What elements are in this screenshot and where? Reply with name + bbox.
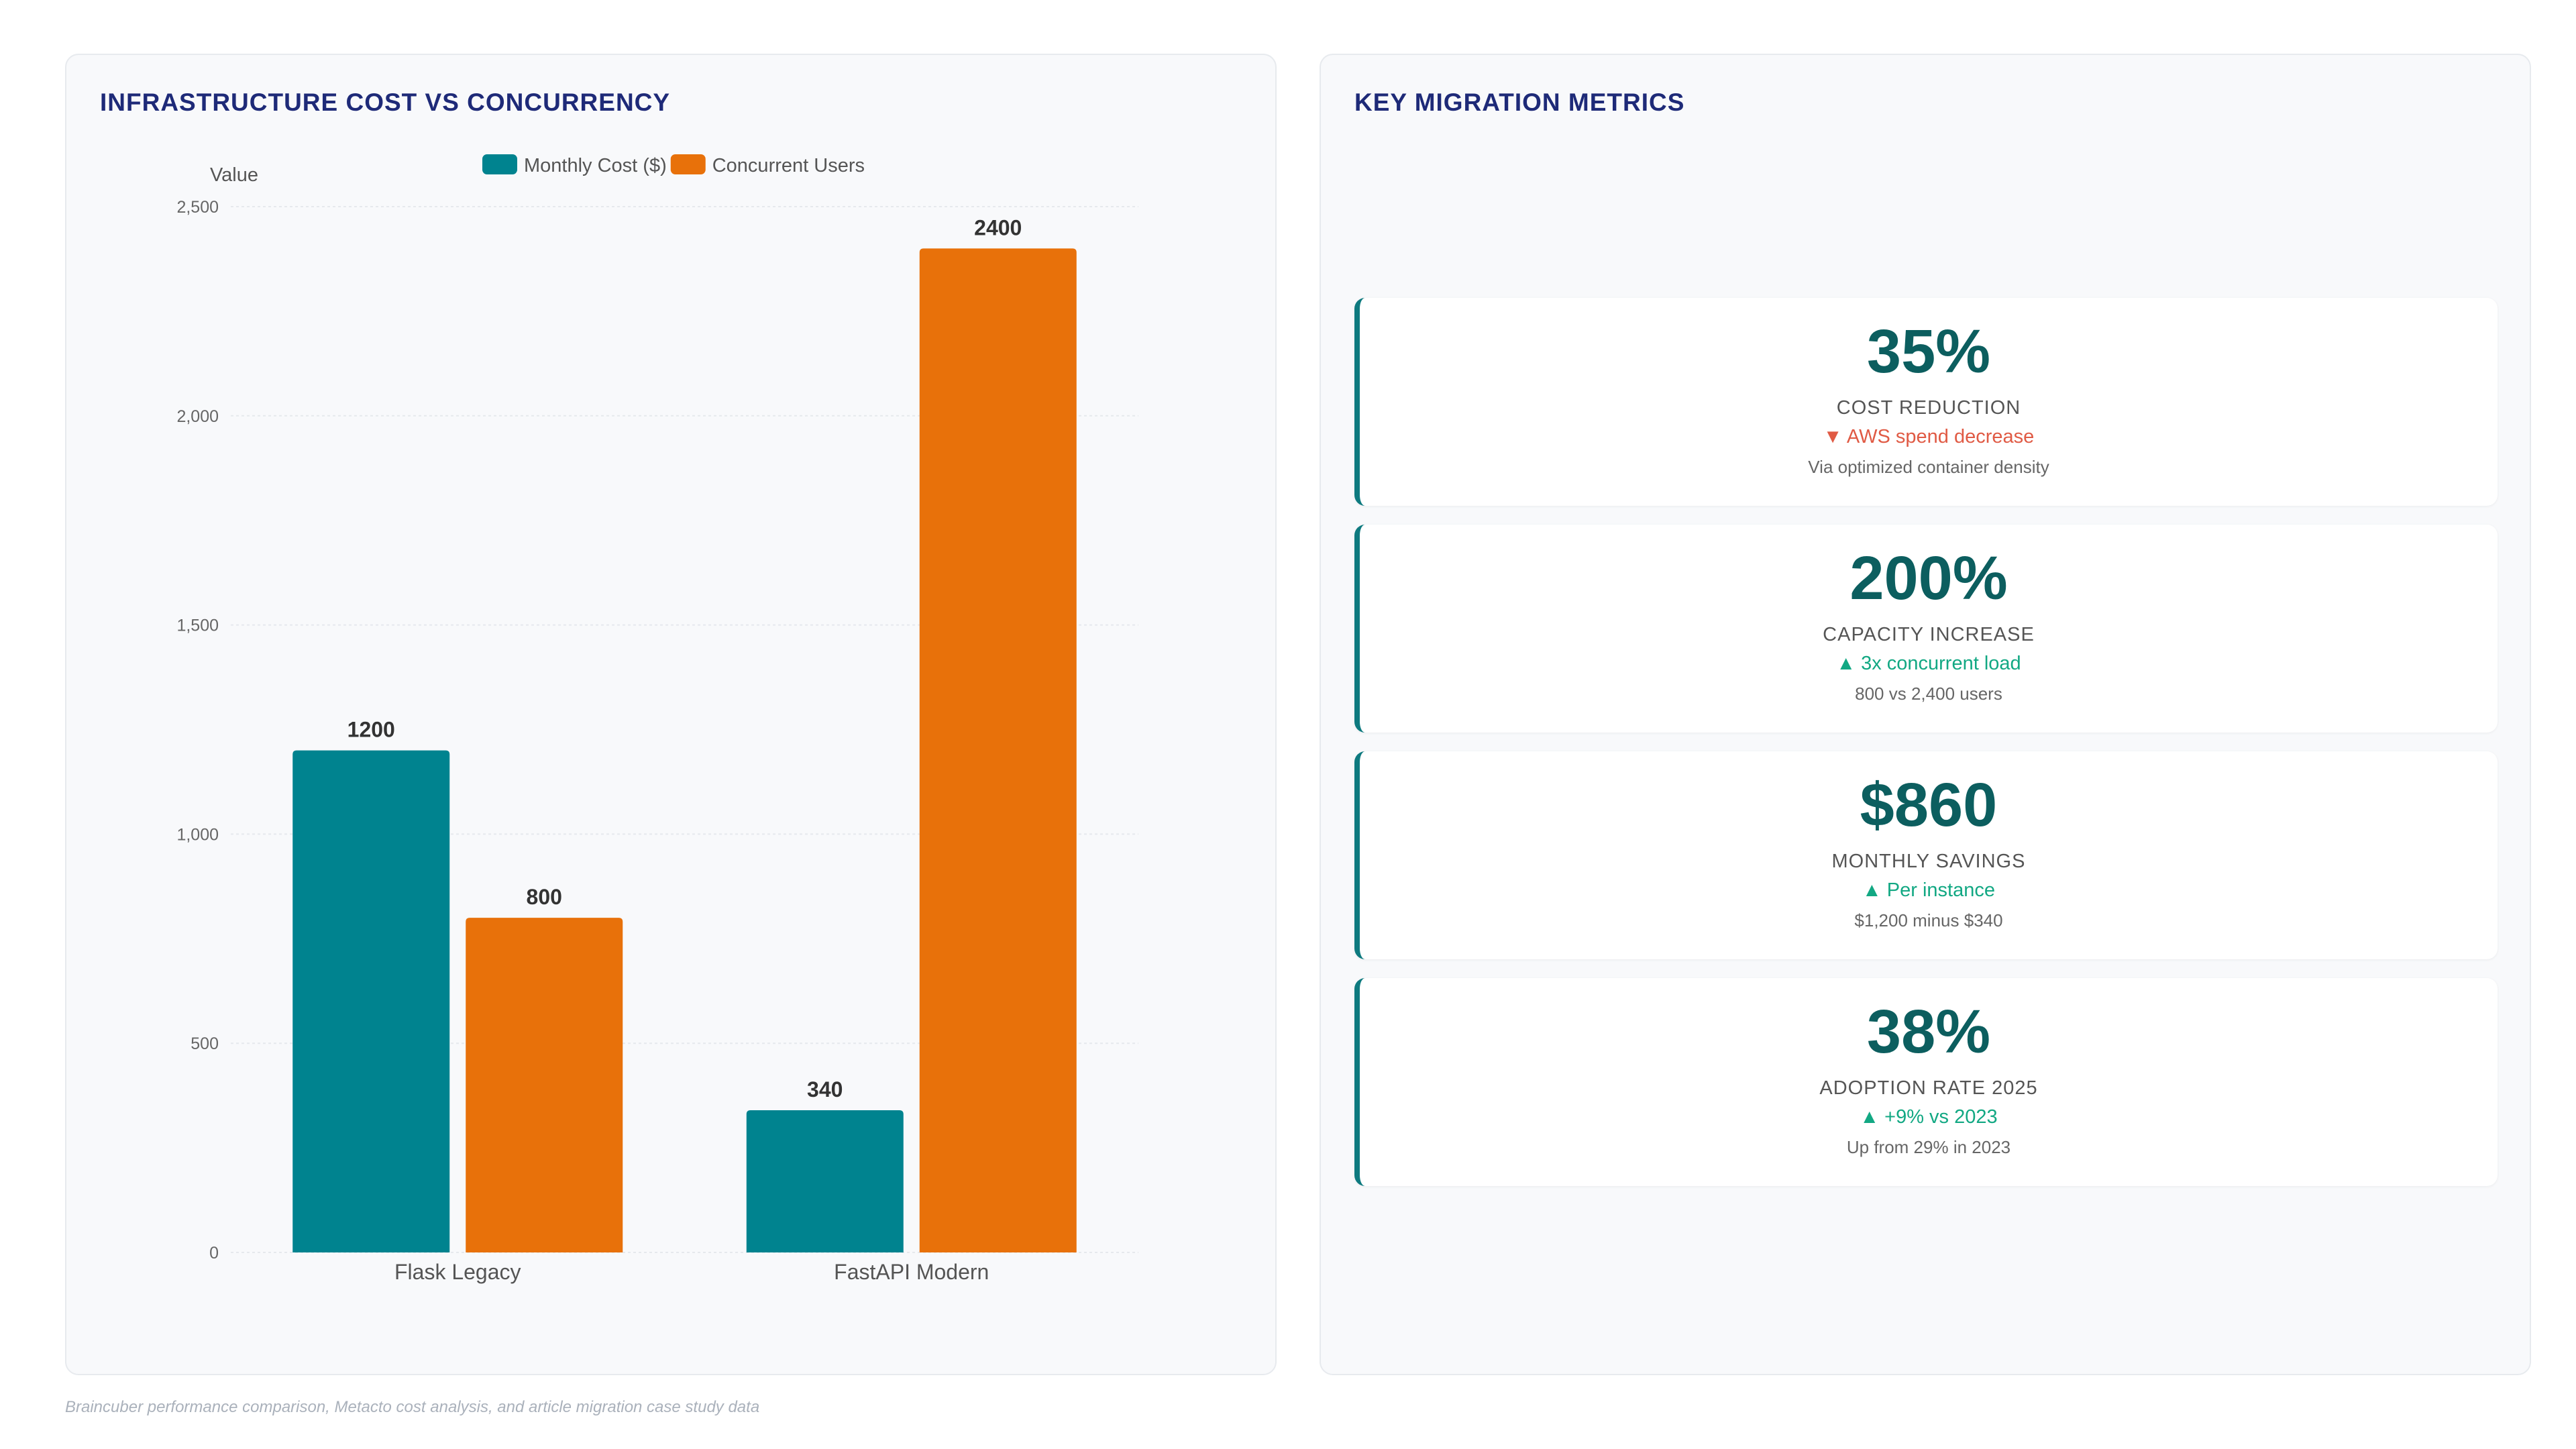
metric-label: COST REDUCTION: [1836, 397, 2021, 419]
legend-swatch: [482, 154, 517, 174]
metric-note: Up from 29% in 2023: [1846, 1137, 2011, 1157]
y-tick-label: 2,000: [176, 407, 219, 426]
metric-note: 800 vs 2,400 users: [1855, 684, 2002, 704]
bar-chart: 0 500 1,000 1,500 2,000 2,500 Value Monthly Cos…: [176, 154, 1138, 1284]
legend-swatch: [670, 154, 706, 174]
bar: [292, 750, 450, 1252]
metric-value: $860: [1860, 771, 1998, 839]
metric-value: 38%: [1866, 998, 1991, 1066]
x-category-label: FastAPI Modern: [834, 1260, 989, 1284]
data-label: 1200: [347, 718, 395, 742]
metric-label: CAPACITY INCREASE: [1823, 624, 2035, 645]
metrics-panel-title: KEY MIGRATION METRICS: [1354, 89, 1685, 116]
metrics-panel: KEY MIGRATION METRICS 35% COST REDUCTION…: [1320, 54, 2531, 1375]
chart-panel: INFRASTRUCTURE COST VS CONCURRENCY 0 500 1…: [65, 54, 1277, 1375]
bar: [466, 918, 623, 1252]
y-tick-label: 2,500: [176, 198, 219, 217]
metric-trend: ▲ 3x concurrent load: [1836, 653, 2021, 674]
metric-trend: ▼ AWS spend decrease: [1823, 426, 2035, 447]
metric-trend: ▲ Per instance: [1862, 879, 1995, 901]
source-note: Braincuber performance comparison, Metac…: [65, 1398, 760, 1416]
metric-label: MONTHLY SAVINGS: [1831, 851, 2026, 872]
y-tick-label: 1,500: [176, 616, 219, 635]
data-label: 800: [527, 885, 562, 909]
metric-card-cost-reduction: 35% COST REDUCTION ▼ AWS spend decrease …: [1354, 298, 2498, 506]
y-tick-label: 0: [209, 1244, 219, 1263]
data-label: 340: [807, 1077, 843, 1102]
legend-label: Monthly Cost ($): [524, 155, 667, 176]
metric-card-monthly-savings: $860 MONTHLY SAVINGS ▲ Per instance $1,2…: [1354, 751, 2498, 959]
x-category-label: Flask Legacy: [394, 1260, 521, 1284]
bar: [746, 1110, 904, 1252]
metric-note: $1,200 minus $340: [1854, 910, 2003, 930]
chart-panel-title: INFRASTRUCTURE COST VS CONCURRENCY: [100, 89, 671, 116]
metric-note: Via optimized container density: [1808, 457, 2049, 477]
y-tick-label: 1,000: [176, 825, 219, 844]
legend-label: Concurrent Users: [712, 155, 865, 176]
metric-value: 35%: [1866, 317, 1991, 386]
metric-value: 200%: [1849, 544, 2008, 612]
y-axis-title: Value: [210, 164, 258, 186]
y-tick-label: 500: [191, 1034, 219, 1053]
metric-card-capacity-increase: 200% CAPACITY INCREASE ▲ 3x concurrent l…: [1354, 525, 2498, 733]
metric-card-adoption-rate: 38% ADOPTION RATE 2025 ▲ +9% vs 2023 Up …: [1354, 978, 2498, 1186]
data-label: 2400: [974, 215, 1022, 239]
metric-trend: ▲ +9% vs 2023: [1860, 1106, 1998, 1128]
metric-label: ADOPTION RATE 2025: [1819, 1077, 2038, 1099]
bar: [919, 248, 1077, 1252]
